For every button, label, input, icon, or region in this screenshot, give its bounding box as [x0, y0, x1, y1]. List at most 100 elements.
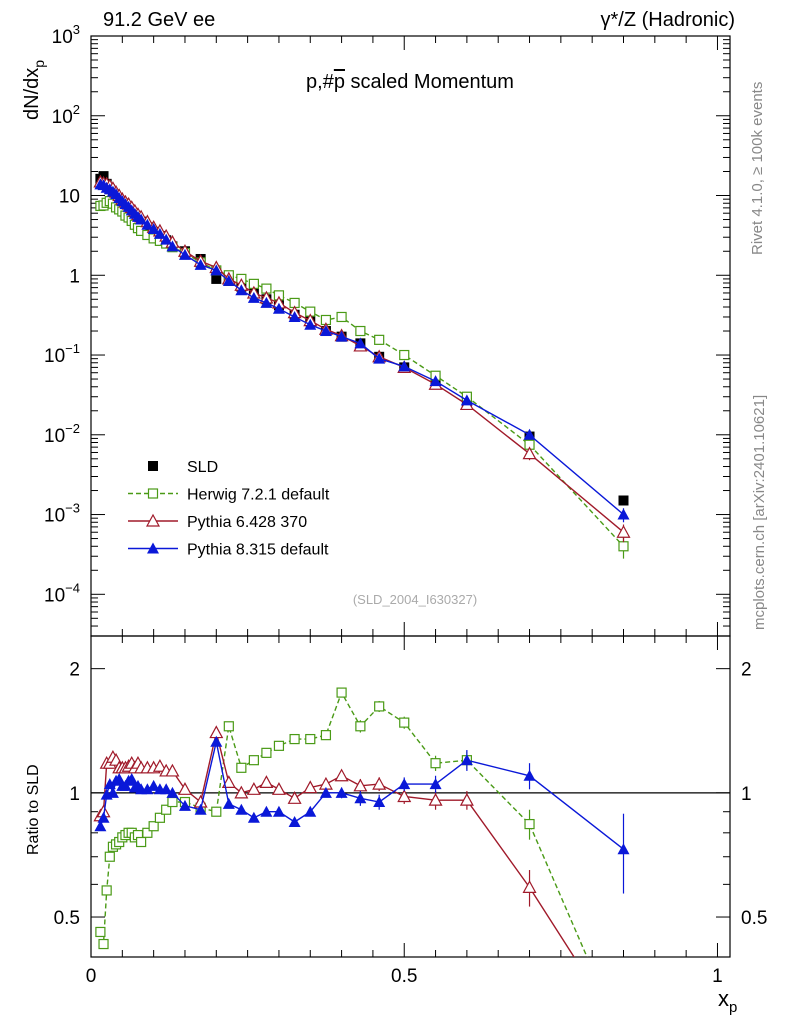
- main-point-sld: [211, 273, 222, 284]
- ratio-point-pythia-8-315-default: [125, 773, 138, 785]
- main-point-pythia-8-315-default: [319, 325, 332, 337]
- ratio-y-tick-label-right: 0.5: [741, 908, 767, 929]
- main-point-herwig-7-2-1-default: [399, 349, 410, 361]
- main-point-pythia-8-315-default: [335, 330, 348, 342]
- ratio-series-group: [93, 687, 630, 957]
- main-y-tick-label: 10−4: [44, 580, 80, 606]
- ratio-point-pythia-6-428-370: [459, 792, 474, 806]
- legend-label-sld: SLD: [187, 459, 218, 476]
- ratio-point-pythia-6-428-370: [522, 880, 537, 893]
- ratio-point-pythia-6-428-370: [372, 776, 387, 790]
- ratio-point-herwig-7-2-1-default: [399, 717, 410, 728]
- main-y-tick-label: 102: [52, 102, 80, 128]
- ratio-point-pythia-8-315-default: [460, 754, 473, 766]
- ratio-point-herwig-7-2-1-default: [261, 747, 272, 758]
- ratio-point-pythia-8-315-default: [429, 778, 442, 790]
- ratio-line-herwig-7-2-1-default: [99, 690, 588, 957]
- ratio-point-herwig-7-2-1-default: [320, 730, 332, 741]
- main-point-pythia-6-428-370: [616, 524, 631, 538]
- tick-label-exponent: −3: [65, 501, 80, 516]
- main-point-pythia-8-315-default: [147, 223, 160, 235]
- main-point-pythia-8-315-default: [135, 213, 148, 225]
- header-right-label: γ*/Z (Hadronic): [601, 9, 735, 31]
- ratio-point-herwig-7-2-1-default: [148, 821, 159, 832]
- main-y-tick-label: 1: [69, 266, 80, 287]
- ratio-point-herwig-7-2-1-default: [142, 827, 153, 838]
- main-point-pythia-6-428-370: [522, 446, 537, 460]
- ratio-point-herwig-7-2-1-default: [289, 733, 300, 745]
- ratio-point-pythia-8-315-default: [210, 735, 223, 747]
- ratio-point-pythia-8-315-default: [103, 778, 116, 790]
- ratio-point-pythia-6-428-370: [353, 778, 368, 792]
- tick-label-base: 10: [59, 187, 80, 208]
- tick-label-base: 10: [44, 426, 65, 447]
- main-point-pythia-8-315-default: [304, 318, 317, 330]
- main-point-pythia-8-315-default: [260, 296, 273, 308]
- ratio-point-pythia-8-315-default: [178, 799, 191, 811]
- legend-marker-pythia-8-315-default: [147, 542, 159, 554]
- main-y-tick-label: 10: [59, 187, 80, 208]
- legend-marker-sld: [148, 461, 158, 471]
- main-y-tick-label: 10−1: [44, 341, 80, 367]
- ratio-point-pythia-8-315-default: [222, 797, 235, 809]
- ratio-point-pythia-6-428-370: [234, 785, 249, 799]
- ratio-point-herwig-7-2-1-default: [355, 721, 366, 732]
- main-point-herwig-7-2-1-default: [355, 325, 366, 337]
- tick-label-exponent: −4: [65, 580, 80, 595]
- title-part-3: scaled Momentum: [345, 71, 514, 93]
- ratio-point-pythia-8-315-default: [94, 820, 107, 832]
- ratio-point-pythia-6-428-370: [334, 768, 349, 782]
- main-point-pythia-8-315-default: [247, 291, 260, 303]
- main-point-pythia-8-315-default: [141, 218, 154, 230]
- tick-label-exponent: −2: [65, 421, 80, 436]
- title-part-1: p,#: [306, 71, 335, 93]
- ratio-point-pythia-8-315-default: [335, 786, 348, 798]
- ratio-point-herwig-7-2-1-default: [336, 687, 347, 698]
- tick-label-base: 10: [44, 346, 65, 367]
- legend-marker-herwig-7-2-1-default: [147, 488, 159, 499]
- ratio-point-herwig-7-2-1-default: [101, 885, 112, 896]
- main-point-pythia-8-315-default: [460, 394, 473, 406]
- main-point-pythia-8-315-default: [194, 258, 207, 270]
- legend-label-pythia-6-428-370: Pythia 6.428 370: [187, 514, 307, 531]
- main-ylabel-sub: p: [31, 60, 47, 68]
- ratio-point-pythia-8-315-default: [523, 769, 536, 781]
- ratio-y-tick-label-left: 0.5: [54, 908, 80, 929]
- ratio-point-pythia-6-428-370: [428, 792, 443, 806]
- main-point-herwig-7-2-1-default: [618, 541, 629, 552]
- main-point-pythia-8-315-default: [398, 360, 411, 372]
- ratio-point-herwig-7-2-1-default: [98, 938, 109, 950]
- xlabel-main: x: [718, 986, 729, 1011]
- ratio-point-herwig-7-2-1-default: [136, 836, 147, 848]
- ratio-point-herwig-7-2-1-default: [430, 758, 441, 769]
- ratio-point-herwig-7-2-1-default: [223, 721, 234, 732]
- x-tick-label: 0: [86, 966, 97, 987]
- ratio-y-tick-label-right: 2: [741, 660, 752, 681]
- main-point-pythia-8-315-default: [523, 428, 536, 440]
- ratio-point-pythia-8-315-default: [247, 811, 260, 823]
- ratio-point-pythia-8-315-default: [235, 803, 248, 815]
- main-point-pythia-8-315-default: [222, 274, 235, 286]
- main-line-herwig-7-2-1-default: [100, 200, 625, 547]
- main-point-pythia-8-315-default: [288, 310, 301, 322]
- ratio-point-herwig-7-2-1-default: [374, 701, 385, 712]
- main-point-herwig-7-2-1-default: [374, 334, 385, 345]
- main-y-tick-label: 10−3: [44, 501, 80, 527]
- ratio-point-pythia-6-428-370: [287, 791, 302, 804]
- ratio-point-pythia-6-428-370: [246, 782, 261, 795]
- ratio-point-pythia-8-315-default: [260, 805, 273, 817]
- ratio-point-herwig-7-2-1-default: [248, 755, 259, 766]
- main-series-group: [93, 171, 631, 559]
- ratio-point-herwig-7-2-1-default: [167, 796, 178, 808]
- main-point-pythia-8-315-default: [210, 264, 223, 276]
- ratio-ticks: 0 0.5 1 0.5 0.5 1 1 2 2: [54, 636, 767, 987]
- tick-label-exponent: 3: [73, 22, 80, 37]
- main-point-pythia-8-315-default: [354, 337, 367, 349]
- ratio-point-pythia-6-428-370: [303, 780, 318, 794]
- ratio-point-pythia-8-315-default: [304, 805, 317, 817]
- ratio-point-pythia-8-315-default: [617, 843, 630, 855]
- ratio-point-pythia-6-428-370: [152, 759, 167, 772]
- main-y-tick-label: 10−2: [44, 421, 80, 447]
